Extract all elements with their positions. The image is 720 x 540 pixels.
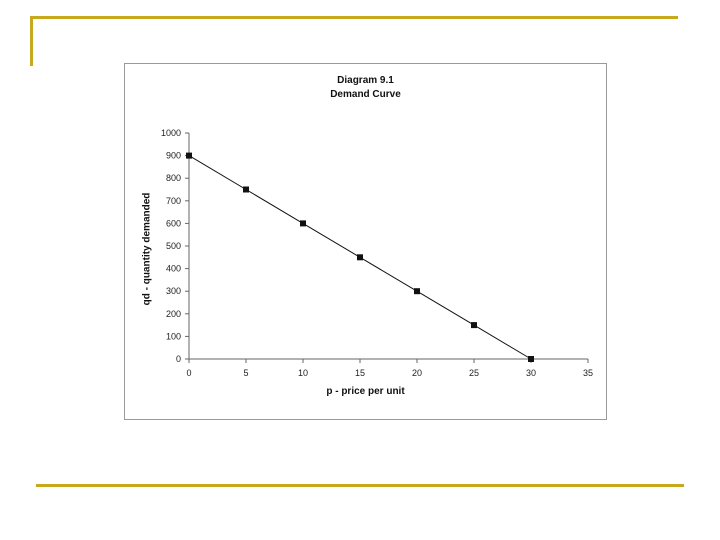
x-tick-label: 10 [298,368,308,378]
x-axis-label: p - price per unit [326,386,405,397]
y-tick-label: 600 [166,218,181,228]
data-point-marker [528,356,534,362]
data-point-marker [471,322,477,329]
y-tick-label: 200 [166,309,181,319]
x-tick-label: 15 [355,368,365,378]
chart-subtitle: Demand Curve [330,89,401,100]
y-tick-label: 700 [166,196,181,206]
y-tick-label: 300 [166,286,181,296]
data-point-marker [186,152,192,159]
chart-title: Diagram 9.1 [337,75,394,86]
data-point-marker [357,254,363,261]
x-tick-label: 0 [186,368,191,378]
x-tick-label: 35 [583,368,593,378]
y-tick-label: 0 [176,354,181,364]
data-point-marker [300,220,306,227]
y-tick-label: 800 [166,173,181,183]
ticks-layer: 0 100 200 300 400 500 600 700 800 900 1000 0 5 10 15 20… [161,128,593,378]
chart-frame: Diagram 9.1 Demand Curve 0 100 200 300 400 50… [124,63,607,420]
slide-accent-left-rule [30,16,33,66]
data-point-marker [243,186,249,193]
x-tick-label: 20 [412,368,422,378]
axes-layer [188,133,588,360]
x-tick-label: 30 [526,368,536,378]
y-tick-label: 1000 [161,128,181,138]
y-tick-label: 500 [166,241,181,251]
y-tick-label: 400 [166,264,181,274]
y-tick-label: 900 [166,151,181,161]
y-tick-label: 100 [166,331,181,341]
x-tick-label: 25 [469,368,479,378]
demand-curve-chart: 0 100 200 300 400 500 600 700 800 900 1000 0 5 10 15 20… [161,128,593,378]
data-point-marker [414,288,420,295]
slide-accent-bottom-rule [36,484,684,487]
slide-accent-top-rule [30,16,678,19]
series-layer [186,152,534,362]
x-tick-label: 5 [243,368,248,378]
y-axis-label: qd - quantity demanded [141,192,153,306]
